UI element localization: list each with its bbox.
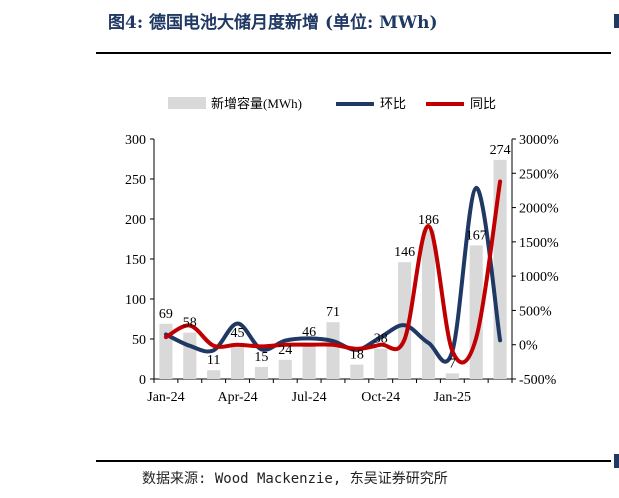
right-tick-label: 1500% (519, 236, 559, 251)
bar (350, 364, 364, 379)
mom-line-point (332, 340, 334, 342)
bar-data-label: 24 (278, 343, 292, 358)
right-tick-label: 3000% (519, 133, 559, 148)
legend-swatch-bar (168, 97, 206, 109)
x-tick-label: Jan-24 (147, 390, 184, 405)
mom-line-point (237, 323, 239, 325)
x-tick-label: Oct-24 (361, 390, 400, 405)
x-tick-label: Jan-25 (434, 390, 471, 405)
bar-data-label: 71 (326, 305, 340, 320)
bar (183, 332, 197, 379)
chart-legend: 新增容量(MWh) 环比 同比 (168, 96, 496, 111)
bar (278, 359, 292, 379)
bar (302, 342, 316, 379)
bar-data-label: 274 (490, 143, 511, 158)
mom-line-point (308, 337, 310, 339)
bar (207, 370, 221, 379)
mom-line-point (380, 336, 382, 338)
bottom-rule (96, 460, 611, 462)
source-note: 数据来源: Wood Mackenzie, 东吴证券研究所 (142, 471, 448, 487)
yoy-line-point (165, 336, 167, 338)
bar-data-label: 15 (254, 350, 268, 365)
left-tick-label: 100 (125, 293, 146, 308)
bar-data-label: 7 (449, 356, 456, 371)
bar-data-label: 46 (302, 325, 316, 340)
left-tick-label: 150 (125, 253, 146, 268)
yoy-line-point (213, 345, 215, 347)
bar (398, 262, 412, 379)
legend-label-bar: 新增容量(MWh) (211, 96, 302, 111)
mom-line-point (499, 339, 501, 341)
bar-data-label: 167 (466, 228, 487, 243)
combo-chart: 新增容量(MWh) 环比 同比 0 50 100 150 200 250 300 -500% 0% 5… (125, 96, 559, 405)
mom-line-point (284, 340, 286, 342)
axes: 0 50 100 150 200 250 300 -500% 0% 500% 1000% 1500% 2… (125, 133, 559, 405)
yoy-line-point (237, 344, 239, 346)
yoy-line-point (189, 325, 191, 327)
mom-line-point (213, 349, 215, 351)
yoy-line-point (260, 345, 262, 347)
mom-line-point (404, 324, 406, 326)
top-rule (96, 52, 611, 54)
bar-data-label: 45 (231, 326, 245, 341)
bar (254, 367, 268, 379)
bar-data-label: 58 (183, 316, 197, 331)
lines-layer (163, 179, 503, 365)
legend-label-yoy: 同比 (470, 96, 496, 111)
right-tick-label: -500% (519, 373, 557, 388)
left-tick-label: 250 (125, 173, 146, 188)
x-tick-label: Jul-24 (292, 390, 327, 405)
mom-line-point (427, 342, 429, 344)
mom-line-point (165, 333, 167, 335)
bar-data-label: 186 (418, 213, 439, 228)
chart-title: 图4: 德国电池大储月度新增 (单位: MWh) (108, 13, 438, 33)
bar-data-label: 18 (350, 348, 364, 363)
bar-data-label: 146 (394, 245, 415, 260)
bar-data-label: 11 (207, 353, 220, 368)
yoy-line-point (475, 337, 477, 339)
right-tick-label: 500% (519, 304, 552, 319)
right-tick-label: 0% (519, 339, 538, 354)
yoy-line-point (308, 344, 310, 346)
yoy-line-point (451, 350, 453, 352)
mom-line-point (189, 345, 191, 347)
legend-label-mom: 环比 (380, 96, 406, 111)
left-tick-label: 0 (139, 373, 146, 388)
mom-line-point (260, 348, 262, 350)
yoy-line-point (499, 181, 501, 183)
yoy-line-point (404, 338, 406, 340)
right-tick-label: 2000% (519, 202, 559, 217)
yoy-line-point (380, 344, 382, 346)
bar (374, 348, 388, 379)
bar (326, 322, 340, 379)
bar (421, 230, 436, 379)
left-tick-label: 200 (125, 213, 146, 228)
yoy-line-point (427, 225, 429, 227)
yoy-line-point (332, 344, 334, 346)
left-tick-label: 50 (132, 333, 146, 348)
right-tick-label: 2500% (519, 167, 559, 182)
data-labels-layer: 69 58 11 45 15 24 46 71 18 38 146 186 7 167 274 (159, 143, 511, 372)
bar (230, 343, 245, 379)
mom-line-point (475, 187, 477, 189)
bar (445, 373, 459, 379)
yoy-line-point (284, 344, 286, 346)
bar-data-label: 69 (159, 307, 173, 322)
edge-mark-top (614, 14, 619, 28)
yoy-line-point (356, 348, 358, 350)
x-tick-label: Apr-24 (217, 390, 257, 405)
bar-data-label: 38 (374, 332, 388, 347)
left-tick-label: 300 (125, 133, 146, 148)
right-tick-label: 1000% (519, 270, 559, 285)
edge-mark-bottom (614, 454, 619, 468)
